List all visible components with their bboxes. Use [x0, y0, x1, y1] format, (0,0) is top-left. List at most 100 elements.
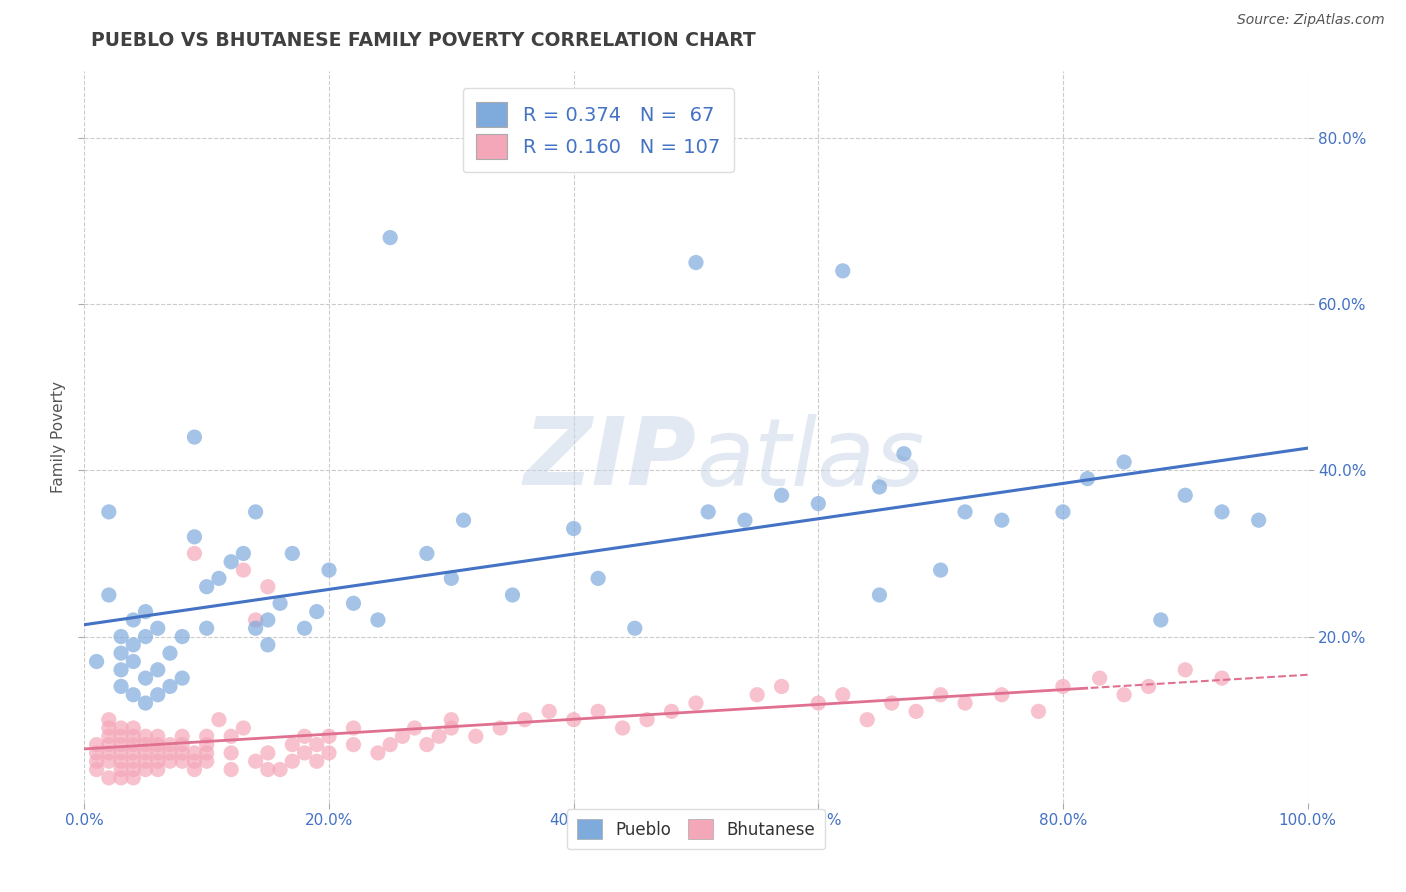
- Point: [586, 705, 609, 719]
- Point: [183, 546, 205, 560]
- Point: [856, 713, 879, 727]
- Point: [464, 729, 486, 743]
- Point: [208, 713, 231, 727]
- Point: [953, 505, 976, 519]
- Point: [1211, 505, 1233, 519]
- Point: [513, 713, 536, 727]
- Point: [110, 721, 132, 735]
- Point: [97, 746, 120, 760]
- Text: Source: ZipAtlas.com: Source: ZipAtlas.com: [1237, 13, 1385, 28]
- Point: [991, 688, 1014, 702]
- Point: [893, 447, 915, 461]
- Point: [1052, 505, 1074, 519]
- Point: [86, 763, 108, 777]
- Point: [183, 430, 205, 444]
- Point: [586, 571, 609, 585]
- Point: [734, 513, 756, 527]
- Point: [831, 264, 853, 278]
- Point: [208, 571, 231, 585]
- Point: [122, 738, 145, 752]
- Point: [122, 746, 145, 760]
- Point: [367, 746, 389, 760]
- Point: [122, 688, 145, 702]
- Point: [97, 738, 120, 752]
- Point: [257, 580, 280, 594]
- Point: [232, 563, 254, 577]
- Point: [770, 680, 793, 694]
- Point: [122, 613, 145, 627]
- Point: [172, 729, 194, 743]
- Point: [502, 588, 524, 602]
- Point: [135, 754, 157, 768]
- Point: [183, 530, 205, 544]
- Point: [294, 746, 316, 760]
- Point: [86, 738, 108, 752]
- Point: [831, 688, 853, 702]
- Point: [269, 596, 291, 610]
- Point: [440, 713, 463, 727]
- Point: [146, 663, 169, 677]
- Point: [685, 255, 707, 269]
- Point: [281, 754, 304, 768]
- Point: [86, 754, 108, 768]
- Point: [97, 721, 120, 735]
- Point: [122, 763, 145, 777]
- Point: [257, 613, 280, 627]
- Point: [110, 646, 132, 660]
- Point: [624, 621, 647, 635]
- Point: [1137, 680, 1160, 694]
- Point: [880, 696, 903, 710]
- Point: [135, 738, 157, 752]
- Point: [122, 754, 145, 768]
- Point: [562, 521, 585, 535]
- Point: [195, 738, 218, 752]
- Point: [159, 746, 181, 760]
- Legend: Pueblo, Bhutanese: Pueblo, Bhutanese: [567, 809, 825, 849]
- Point: [172, 754, 194, 768]
- Point: [380, 230, 402, 244]
- Point: [110, 771, 132, 785]
- Point: [245, 505, 267, 519]
- Point: [97, 713, 120, 727]
- Point: [86, 746, 108, 760]
- Point: [146, 746, 169, 760]
- Point: [97, 588, 120, 602]
- Point: [159, 680, 181, 694]
- Point: [110, 763, 132, 777]
- Point: [1088, 671, 1111, 685]
- Point: [135, 696, 157, 710]
- Point: [245, 613, 267, 627]
- Point: [146, 621, 169, 635]
- Point: [281, 738, 304, 752]
- Point: [1174, 488, 1197, 502]
- Point: [281, 546, 304, 560]
- Point: [294, 621, 316, 635]
- Point: [807, 497, 830, 511]
- Point: [991, 513, 1014, 527]
- Point: [97, 505, 120, 519]
- Point: [195, 580, 218, 594]
- Point: [747, 688, 769, 702]
- Point: [183, 754, 205, 768]
- Point: [305, 754, 328, 768]
- Point: [440, 721, 463, 735]
- Point: [440, 571, 463, 585]
- Point: [257, 763, 280, 777]
- Point: [305, 605, 328, 619]
- Point: [159, 646, 181, 660]
- Point: [245, 621, 267, 635]
- Point: [404, 721, 426, 735]
- Point: [135, 746, 157, 760]
- Point: [318, 563, 340, 577]
- Point: [110, 630, 132, 644]
- Point: [219, 729, 242, 743]
- Point: [905, 705, 928, 719]
- Point: [305, 738, 328, 752]
- Text: atlas: atlas: [696, 414, 924, 505]
- Point: [416, 738, 439, 752]
- Point: [318, 746, 340, 760]
- Point: [159, 738, 181, 752]
- Point: [342, 738, 364, 752]
- Point: [146, 729, 169, 743]
- Point: [1247, 513, 1270, 527]
